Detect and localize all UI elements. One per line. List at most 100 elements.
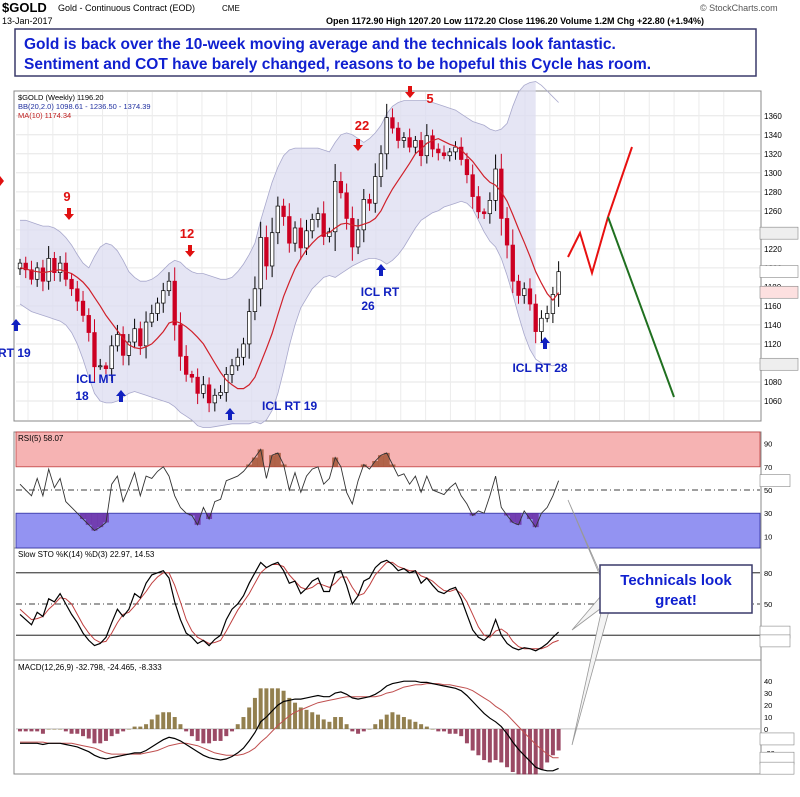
candle-body xyxy=(401,137,407,141)
price-panel-frame xyxy=(13,90,762,422)
macd-histogram-bar xyxy=(333,717,338,729)
macd-line xyxy=(20,680,559,772)
candle-body xyxy=(510,244,515,282)
price-tick-label: 1360 xyxy=(764,112,782,121)
macd-histogram-bar xyxy=(384,714,389,729)
cycle-projection xyxy=(567,146,675,398)
macd-histogram-bar xyxy=(161,712,166,729)
cycle-label: 12 xyxy=(180,226,194,241)
candle-body xyxy=(361,199,366,231)
price-candles xyxy=(17,103,561,413)
macd-histogram-bar xyxy=(487,728,492,763)
rsi-tick-label: 70 xyxy=(764,463,772,472)
price-legend-symbol: $GOLD (Weekly) 1196.20 xyxy=(18,93,104,102)
macd-histogram-bar xyxy=(298,707,303,729)
rsi-tick-label: 30 xyxy=(764,509,772,518)
candle-body xyxy=(229,365,235,375)
candle-body xyxy=(69,278,74,290)
cycle-low-arrow xyxy=(376,264,386,276)
candle-body xyxy=(390,117,395,129)
candle-body xyxy=(218,392,223,396)
price-tick-label: 1080 xyxy=(764,378,782,387)
rsi-overbought-fill xyxy=(372,461,379,467)
candle-body xyxy=(172,280,177,326)
candle-body xyxy=(75,288,80,302)
cycle-label: ICL RT xyxy=(361,285,400,299)
candle-body xyxy=(264,237,269,267)
cycle-label: 22 xyxy=(355,118,369,133)
rsi-overbought-fill xyxy=(257,449,264,467)
macd-histogram-bar xyxy=(92,728,97,744)
macd-value-box xyxy=(759,732,795,746)
candle-body xyxy=(132,328,137,343)
candle-body xyxy=(201,384,206,394)
rsi-overbought-fill xyxy=(383,452,390,467)
candle-body xyxy=(373,176,378,204)
macd-histogram-bar xyxy=(401,717,406,729)
cycle-label: RT 19 xyxy=(0,346,31,360)
macd-histogram-bar xyxy=(138,726,143,729)
macd-histogram-bar xyxy=(40,728,45,734)
candle-body xyxy=(252,288,258,312)
macd-histogram-bar xyxy=(356,728,361,734)
callout-box xyxy=(14,28,757,77)
candle-body xyxy=(333,181,338,233)
candle-body xyxy=(355,229,361,248)
macd-legend: MACD(12,26,9) -32.798, -24.465, -8.333 xyxy=(18,663,162,672)
macd-histogram-bar xyxy=(556,728,561,751)
macd-histogram-bar xyxy=(327,721,332,729)
candle-body xyxy=(378,153,384,177)
macd-histogram-bar xyxy=(419,724,424,729)
rsi-oversold-fill xyxy=(504,513,511,516)
candle-body xyxy=(413,140,418,148)
macd-histogram-bar xyxy=(482,728,487,761)
rsi-oversold-fill xyxy=(97,513,104,528)
macd-histogram-bar xyxy=(447,728,452,734)
cycle-low-arrow xyxy=(540,337,550,349)
candle-body xyxy=(103,365,109,370)
rsi-overbought-fill xyxy=(246,464,253,467)
macd-histogram-bar xyxy=(390,712,395,729)
macd-histogram-bar xyxy=(516,728,521,775)
macd-histogram-bar xyxy=(29,728,34,732)
macd-histogram-bar xyxy=(459,728,464,737)
macd-histogram-bar xyxy=(115,728,120,734)
cycle-low-arrow xyxy=(116,390,126,402)
macd-histogram-bar xyxy=(63,728,68,732)
macd-histogram-bar xyxy=(522,728,527,775)
price-value-label-box xyxy=(759,265,799,278)
candle-body xyxy=(281,205,286,217)
candle-body xyxy=(447,151,452,157)
macd-value-box xyxy=(759,761,795,775)
rsi-oversold-fill xyxy=(188,513,195,516)
candle-body xyxy=(470,174,475,197)
candle-body xyxy=(241,343,246,358)
candle-body xyxy=(235,356,240,367)
macd-histogram-bar xyxy=(172,717,177,729)
candle-body xyxy=(304,230,309,249)
rsi-overbought-fill xyxy=(389,464,396,467)
rsi-oversold-fill xyxy=(206,513,213,519)
macd-histogram-bar xyxy=(103,728,108,741)
candle-body xyxy=(138,328,143,347)
macd-panel: -30-20-10010203040 xyxy=(16,677,795,775)
macd-histogram-bar xyxy=(275,688,280,729)
candle-body xyxy=(367,199,372,204)
exchange-label: CME xyxy=(222,4,240,13)
price-tick-label: 1300 xyxy=(764,169,782,178)
macd-tick-label: 30 xyxy=(764,689,772,698)
candle-body xyxy=(522,288,527,296)
candle-body xyxy=(115,334,120,347)
macd-histogram-bar xyxy=(126,728,131,730)
description-label: Gold - Continuous Contract (EOD) xyxy=(58,3,195,13)
macd-panel-frame xyxy=(13,659,762,775)
macd-histogram-bar xyxy=(436,728,441,732)
macd-histogram-bar xyxy=(453,728,458,734)
macd-histogram-bar xyxy=(207,728,212,744)
cycle-top-arrow xyxy=(185,245,195,257)
price-value-label-box xyxy=(759,357,799,371)
macd-histogram-bar xyxy=(493,728,498,761)
date-label: 13-Jan-2017 xyxy=(2,16,53,26)
bollinger-lower-line xyxy=(19,200,559,428)
